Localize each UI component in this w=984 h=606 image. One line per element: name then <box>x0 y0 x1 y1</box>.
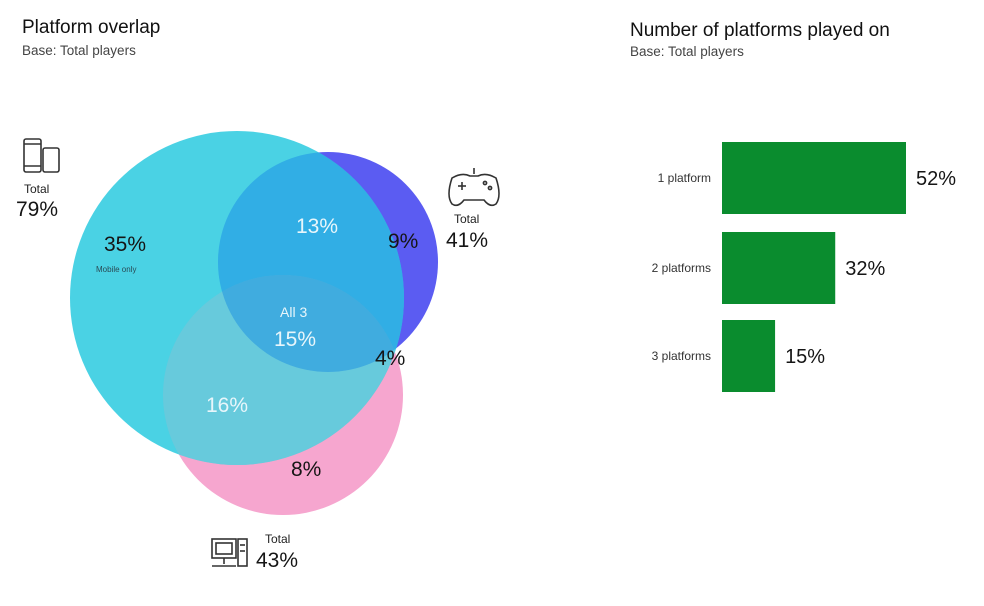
mobile-pc-pct: 16% <box>206 394 249 417</box>
bar-category-label: 1 platform <box>658 171 711 185</box>
venn-subtitle: Base: Total players <box>22 43 136 58</box>
bar-subtitle: Base: Total players <box>630 44 744 59</box>
bar-title: Number of platforms played on <box>630 20 890 41</box>
bar-value-label: 32% <box>845 258 885 280</box>
venn-title: Platform overlap <box>22 17 161 38</box>
pc-total-pct: 43% <box>256 549 299 572</box>
bar <box>722 142 906 214</box>
pc-only-pct: 8% <box>291 458 322 481</box>
console-pc-pct: 4% <box>375 347 406 370</box>
bar-category-label: 2 platforms <box>652 261 711 275</box>
console-total-pct: 41% <box>446 229 489 252</box>
mobile-only-note: Mobile only <box>96 265 137 274</box>
bar-value-label: 15% <box>785 346 825 368</box>
desktop-computer-icon <box>211 538 248 567</box>
bar-value-label: 52% <box>916 168 956 190</box>
platforms-bar-chart: 1 platform 52% 2 platforms 32% 3 platforms 15… <box>652 142 956 392</box>
mobile-only-pct: 35% <box>104 233 147 256</box>
mobile-total-pct: 79% <box>16 198 59 221</box>
mobile-devices-icon <box>23 138 60 173</box>
console-only-pct: 9% <box>388 230 419 253</box>
mobile-total-label: Total <box>24 182 50 196</box>
venn-diagram <box>23 131 500 567</box>
gamepad-icon <box>448 168 500 207</box>
all3-label: All 3 <box>280 304 308 320</box>
console-total-label: Total <box>454 212 480 226</box>
pc-total-label: Total <box>265 532 291 546</box>
bar <box>722 320 776 392</box>
bar-category-label: 3 platforms <box>652 349 711 363</box>
bar <box>722 232 836 304</box>
mobile-console-pct: 13% <box>296 215 339 238</box>
all3-pct: 15% <box>274 328 317 351</box>
